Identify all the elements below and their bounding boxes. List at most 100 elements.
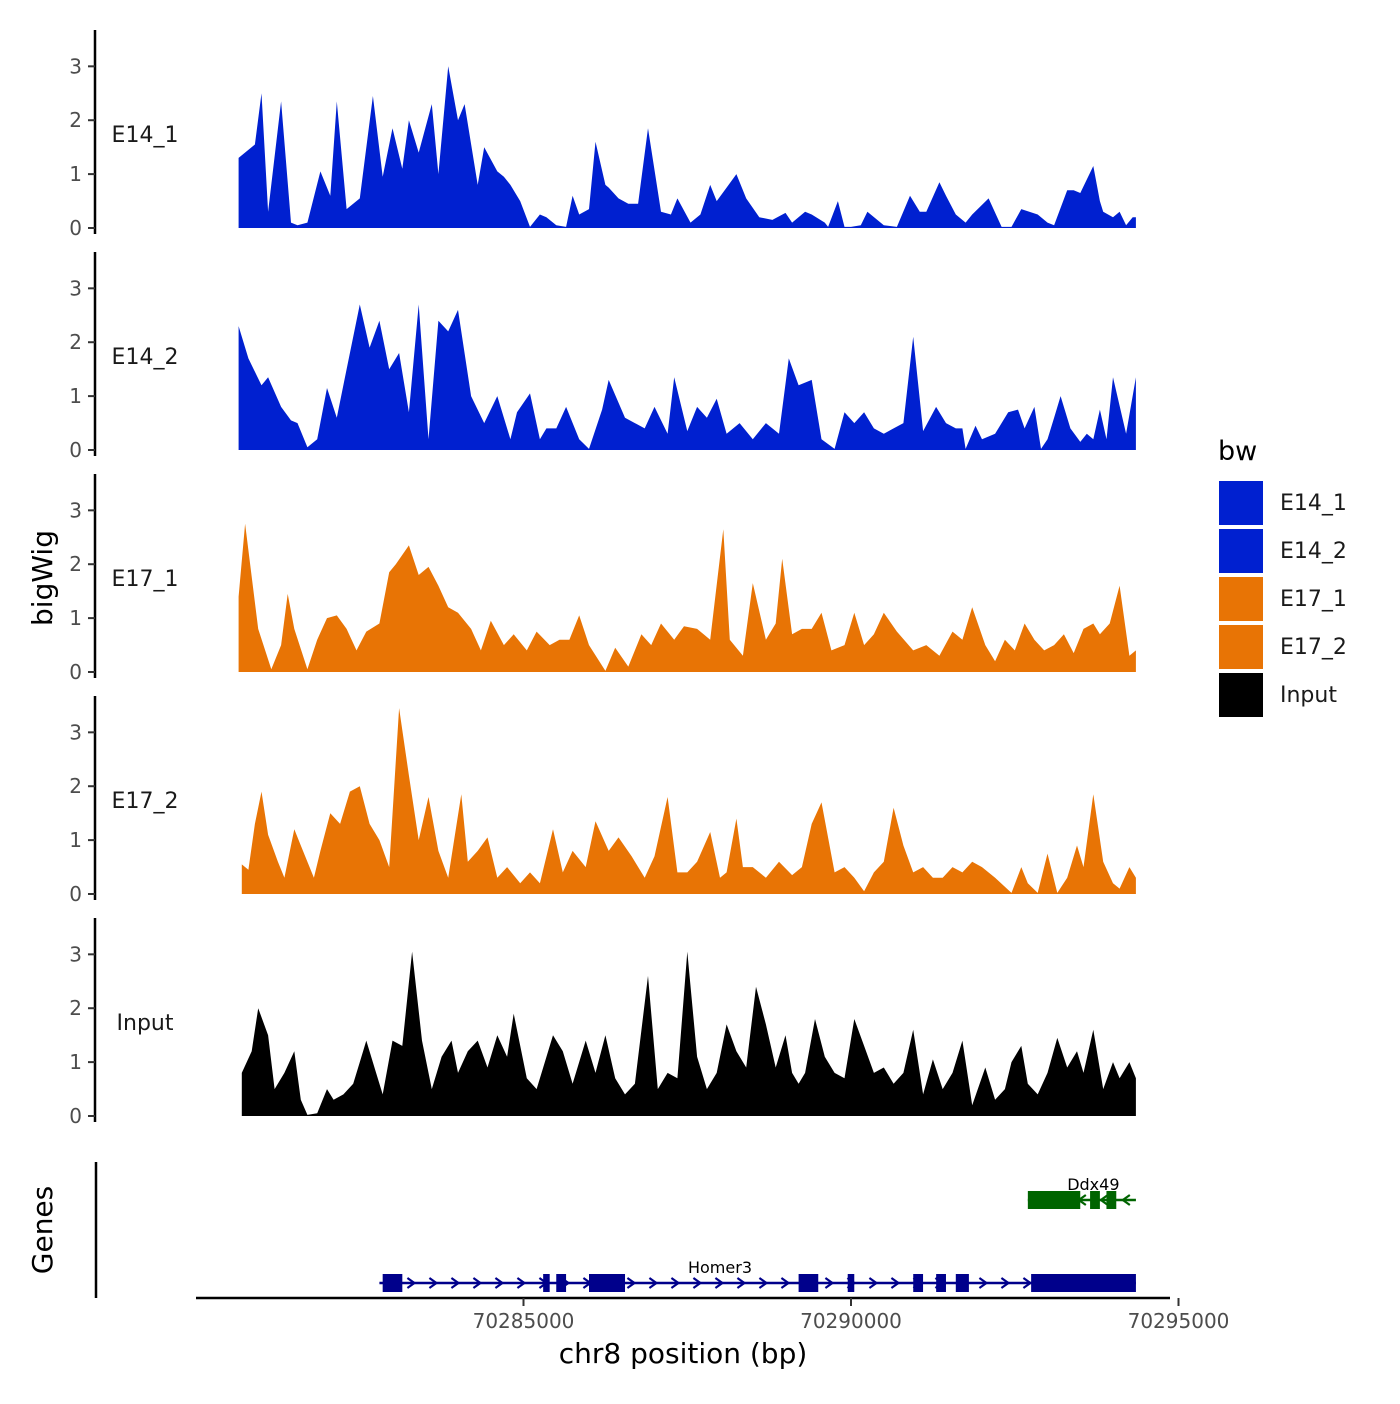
strand-arrow-icon [670,1277,681,1289]
legend-item-E14_1: E14_1 [1217,479,1347,527]
exon-Homer3-5 [798,1274,819,1292]
area-E14_2 [238,304,1136,450]
x-axis-title: chr8 position (bp) [559,1337,808,1370]
legend-item-Input: Input [1217,671,1337,719]
strand-arrow-icon [648,1277,659,1289]
strand-arrow-icon [472,1277,483,1289]
y-tick-label-E17_1-1: 1 [69,606,82,630]
x-axis: 70285000 70290000 70295000 chr8 position (… [196,1296,1230,1370]
strand-arrow-icon [1098,1194,1109,1206]
y-tick-label-Input-0: 0 [69,1104,82,1128]
strand-arrow-icon [736,1277,747,1289]
x-tick-label-70285000: 70285000 [473,1309,575,1333]
gene-label-Homer3: Homer3 [688,1258,752,1277]
track-E14_1: 0 1 2 3 E14_1 [69,30,1136,240]
track-label-E14_1: E14_1 [112,123,179,148]
track-label-Input: Input [117,1011,174,1036]
track-label-E17_2: E17_2 [112,789,179,814]
strand-arrow-icon [868,1277,879,1289]
strand-arrow-icon [1022,1277,1033,1289]
y-tick-label-Input-3: 3 [69,942,82,966]
legend-item-E17_1: E17_1 [1217,575,1347,623]
y-tick-label-E17_1-2: 2 [69,552,82,576]
y-tick-label-Input-2: 2 [69,996,82,1020]
strand-arrow-icon [692,1277,703,1289]
y-tick-label-E17_2-1: 1 [69,828,82,852]
y-tick-label-E14_1-2: 2 [69,108,82,132]
legend-title: bw [1218,436,1257,467]
strand-arrow-icon [978,1277,989,1289]
strand-arrow-icon [626,1277,637,1289]
strand-arrow-icon [890,1277,901,1289]
exon-Homer3-2 [543,1274,550,1292]
y-tick-label-Input-1: 1 [69,1050,82,1074]
x-tick-label-70290000: 70290000 [800,1309,902,1333]
exon-Ddx49-1 [1027,1191,1081,1209]
legend-item-E14_2: E14_2 [1217,527,1347,575]
y-tick-label-E14_1-0: 0 [69,216,82,240]
exon-Homer3-9 [955,1274,969,1292]
strand-arrow-icon [494,1277,505,1289]
y-tick-label-E14_1-3: 3 [69,54,82,78]
legend-label-E17_2: E17_2 [1280,635,1347,660]
exon-Ddx49-3 [1106,1191,1117,1209]
gene-Homer3: Homer3 [379,1258,1136,1292]
y-tick-label-E17_2-3: 3 [69,720,82,744]
x-ticks: 70285000 70290000 70295000 [473,1298,1230,1333]
legend-items: E14_1 E14_2 E17_1 E17_2 Input [1217,479,1347,719]
strand-arrow-icon [1000,1277,1011,1289]
gene-Ddx49: Ddx49 [1027,1175,1136,1209]
strand-arrow-icon [780,1277,791,1289]
exon-Homer3-4 [589,1274,626,1292]
y-tick-label-E17_1-3: 3 [69,498,82,522]
legend-swatch-E14_2 [1217,527,1265,575]
legend-label-E14_1: E14_1 [1280,491,1347,516]
gene-label-Ddx49: Ddx49 [1067,1175,1119,1194]
y-tick-label-E14_2-3: 3 [69,276,82,300]
track-Input: 0 1 2 3 Input [69,918,1136,1128]
track-label-E14_2: E14_2 [112,345,179,370]
strand-arrow-icon [516,1277,527,1289]
y-tick-label-E14_2-2: 2 [69,330,82,354]
exon-Ddx49-2 [1090,1191,1100,1209]
strand-arrow-icon [714,1277,725,1289]
legend-label-E14_2: E14_2 [1280,539,1347,564]
y-tick-label-E14_2-0: 0 [69,438,82,462]
strand-arrow-icon [824,1277,835,1289]
legend-item-E17_2: E17_2 [1217,623,1347,671]
legend-swatch-Input [1217,671,1265,719]
area-E14_1 [238,66,1136,228]
exon-Homer3-3 [556,1274,567,1292]
exon-Homer3-10 [1031,1274,1136,1292]
x-tick-label-70295000: 70295000 [1128,1309,1230,1333]
y-tick-label-E14_1-1: 1 [69,162,82,186]
area-Input [241,951,1136,1116]
track-E17_2: 0 1 2 3 E17_2 [69,696,1136,906]
exon-Homer3-6 [847,1274,855,1292]
bigwig-tracks: 0 1 2 3 E14_1 0 1 2 3 E14_2 0 1 2 3 E17_1 0 1 2 3 E17_2 0 1 2 3… [69,30,1136,1128]
legend-swatch-E17_1 [1217,575,1265,623]
strand-arrow-icon [428,1277,439,1289]
gene-panel: Genes Homer3 Ddx49 [26,1162,1136,1298]
legend-swatch-E17_2 [1217,623,1265,671]
strand-arrow-icon [758,1277,769,1289]
legend-swatch-E14_1 [1217,479,1265,527]
exon-Homer3-1 [382,1274,403,1292]
genes-title: Genes [26,1186,59,1274]
area-E17_2 [241,708,1136,894]
y-tick-label-E17_1-0: 0 [69,660,82,684]
strand-arrow-icon [406,1277,417,1289]
legend-label-E17_1: E17_1 [1280,587,1347,612]
track-E17_1: 0 1 2 3 E17_1 [69,474,1136,684]
y-axis-title: bigWig [26,530,59,626]
y-tick-label-E17_2-0: 0 [69,882,82,906]
area-E17_1 [238,523,1136,672]
exon-Homer3-8 [936,1274,946,1292]
y-tick-label-E14_2-1: 1 [69,384,82,408]
track-label-E17_1: E17_1 [112,567,179,592]
exon-Homer3-7 [913,1274,924,1292]
y-tick-label-E17_2-2: 2 [69,774,82,798]
gene-models: Homer3 Ddx49 [379,1175,1136,1292]
strand-arrow-icon [450,1277,461,1289]
